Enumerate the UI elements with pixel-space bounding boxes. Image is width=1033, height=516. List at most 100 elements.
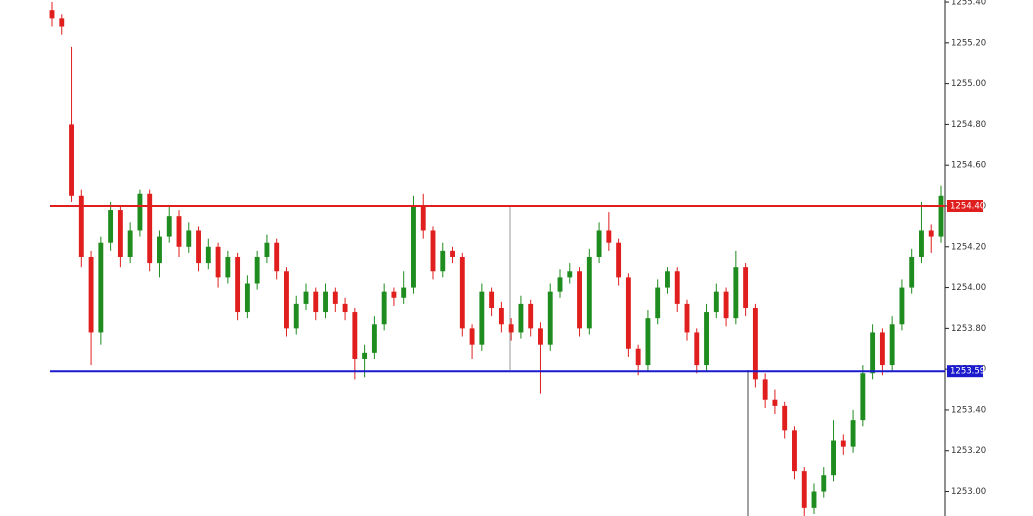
y-tick-label: 1255.00 — [951, 79, 986, 89]
candle-body — [332, 291, 338, 304]
candle-body — [49, 10, 55, 19]
candle-body — [909, 256, 915, 288]
candle-body — [684, 303, 690, 333]
candle-body — [459, 256, 465, 329]
candle-body — [801, 471, 807, 508]
y-tick-label: 1254.80 — [951, 120, 986, 130]
candle-body — [352, 312, 358, 359]
candle-body — [811, 491, 817, 508]
candle-body — [889, 324, 895, 366]
candle-body — [606, 230, 612, 243]
y-tick-label: 1253.80 — [951, 324, 986, 334]
candle-body — [694, 332, 700, 366]
y-tick-label: 1255.20 — [951, 38, 986, 48]
candle-body — [733, 267, 739, 319]
candle-body — [508, 324, 514, 333]
candle-body — [147, 193, 153, 264]
candle-body — [538, 328, 543, 345]
candle-body — [704, 312, 709, 366]
candle-body — [625, 277, 631, 349]
candle-body — [498, 307, 504, 325]
candle-body — [254, 256, 260, 284]
level-label-box — [947, 199, 983, 212]
candle-body — [938, 195, 944, 237]
candle-body — [469, 328, 475, 345]
candle-body — [157, 236, 162, 264]
candle-body — [928, 230, 934, 237]
candle-body — [723, 291, 729, 319]
candle-body — [762, 379, 768, 400]
candle-body — [303, 291, 309, 304]
candle-body — [59, 18, 65, 27]
candle-body — [411, 205, 416, 288]
candle-body — [401, 287, 407, 298]
candle-body — [371, 324, 377, 353]
candle-body — [479, 291, 485, 345]
candle-body — [879, 332, 885, 366]
candle-body — [752, 307, 758, 380]
candle-body — [176, 216, 182, 247]
candle-body — [215, 246, 221, 278]
candle-body — [547, 291, 553, 345]
candle-body — [313, 291, 319, 313]
candle-body — [127, 230, 133, 257]
y-tick-label: 1255.40 — [951, 0, 986, 8]
level-label: 1254.40 — [950, 201, 985, 211]
candle-body — [69, 124, 74, 196]
candle-body — [88, 256, 94, 333]
candle-body — [440, 250, 446, 272]
candle-body — [772, 399, 778, 406]
level-label-box — [947, 365, 983, 378]
candle-body — [420, 205, 426, 231]
candle-body — [645, 318, 651, 366]
candle-body — [577, 271, 582, 329]
candle-body — [713, 291, 719, 313]
candle-body — [225, 256, 231, 278]
y-tick-label: 1253.40 — [951, 405, 986, 415]
candle-body — [108, 210, 114, 243]
candle-body — [831, 440, 836, 476]
candle-body — [743, 267, 749, 308]
candle-body — [821, 475, 827, 492]
y-tick-label: 1254.60 — [951, 161, 986, 171]
candle-body — [450, 250, 455, 257]
candle-body — [264, 242, 270, 257]
y-tick-label: 1253.20 — [951, 446, 986, 456]
candle-body — [137, 193, 143, 231]
candle-body — [186, 230, 192, 247]
candle-body — [274, 242, 280, 272]
candle-body — [430, 230, 436, 272]
candle-body — [323, 291, 328, 313]
candle-body — [196, 230, 201, 264]
candle-body — [362, 352, 368, 359]
candle-body — [899, 287, 905, 325]
candle-body — [78, 195, 84, 257]
candle-body — [870, 332, 876, 374]
y-tick-label: 1254.20 — [951, 242, 986, 252]
candle-body — [782, 405, 788, 431]
candle-body — [919, 230, 924, 257]
candle-body — [284, 271, 289, 329]
candle-body — [117, 210, 123, 257]
candle-body — [586, 256, 592, 329]
level-label: 1253.59 — [950, 367, 985, 377]
candle-body — [850, 420, 856, 447]
candle-body — [205, 246, 211, 264]
candle-body — [342, 303, 348, 313]
candle-body — [98, 242, 104, 333]
y-tick-label: 1254.00 — [951, 283, 986, 293]
candle-body — [655, 287, 661, 319]
candle-body — [381, 291, 387, 325]
candle-body — [674, 271, 680, 304]
candle-body — [567, 271, 573, 278]
candle-body — [489, 291, 495, 308]
candle-body — [635, 348, 641, 366]
candle-body — [166, 216, 172, 237]
candle-body — [616, 242, 622, 278]
candle-body — [792, 430, 797, 472]
candle-body — [665, 271, 670, 288]
candle-body — [391, 291, 397, 298]
candle-body — [293, 303, 299, 329]
candle-body — [557, 277, 563, 292]
